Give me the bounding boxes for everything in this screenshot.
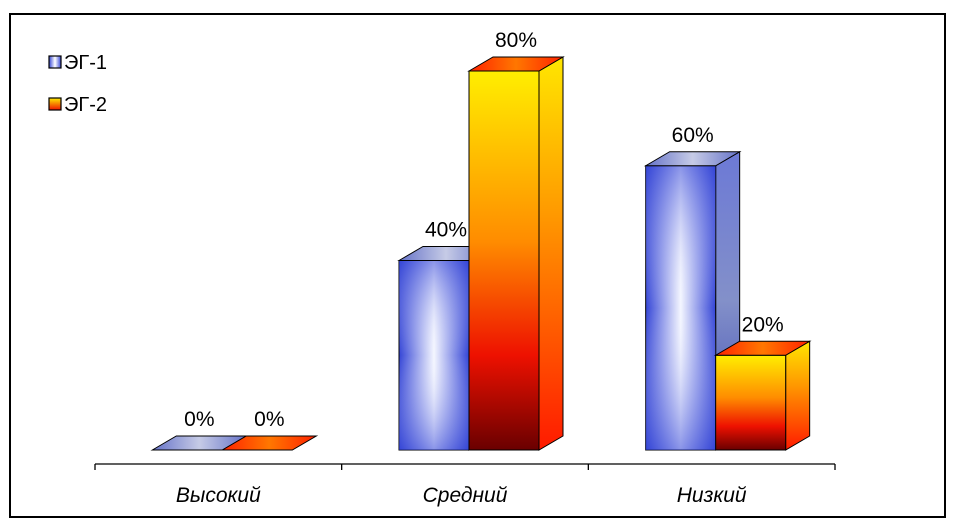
x-tick-label: Низкий xyxy=(677,484,747,507)
legend-swatch xyxy=(48,55,62,69)
bar-top-face xyxy=(467,56,565,72)
bar-front-face xyxy=(468,70,540,451)
bar xyxy=(220,435,319,451)
bar-side-face xyxy=(538,56,564,451)
bar xyxy=(467,56,565,451)
x-tick-label: Высокий xyxy=(176,484,261,507)
bar-front-shade xyxy=(399,260,469,450)
bar-top-face xyxy=(713,340,812,356)
data-label: 0% xyxy=(184,408,214,431)
bar xyxy=(713,340,812,451)
x-tick-label: Средний xyxy=(423,484,508,507)
data-label: 60% xyxy=(672,124,714,147)
data-label: 20% xyxy=(742,313,784,336)
legend: ЭГ-1 ЭГ-2 xyxy=(48,52,107,116)
bar-front-shade xyxy=(645,165,716,450)
bar-top-face xyxy=(220,435,319,451)
bars-layer: 0% 0% 40% 80% 60% 20% xyxy=(150,29,812,451)
data-label: 80% xyxy=(495,29,537,52)
data-label: 40% xyxy=(425,219,467,242)
legend-label: ЭГ-1 xyxy=(64,52,107,74)
bar-top-face xyxy=(643,151,742,167)
legend-swatch xyxy=(48,97,62,111)
x-axis: Высокий Средний Низкий xyxy=(94,463,836,507)
legend-label: ЭГ-2 xyxy=(64,94,107,116)
bar-front-face xyxy=(715,354,787,451)
data-label: 0% xyxy=(254,408,284,431)
bar-side-face xyxy=(785,340,811,451)
